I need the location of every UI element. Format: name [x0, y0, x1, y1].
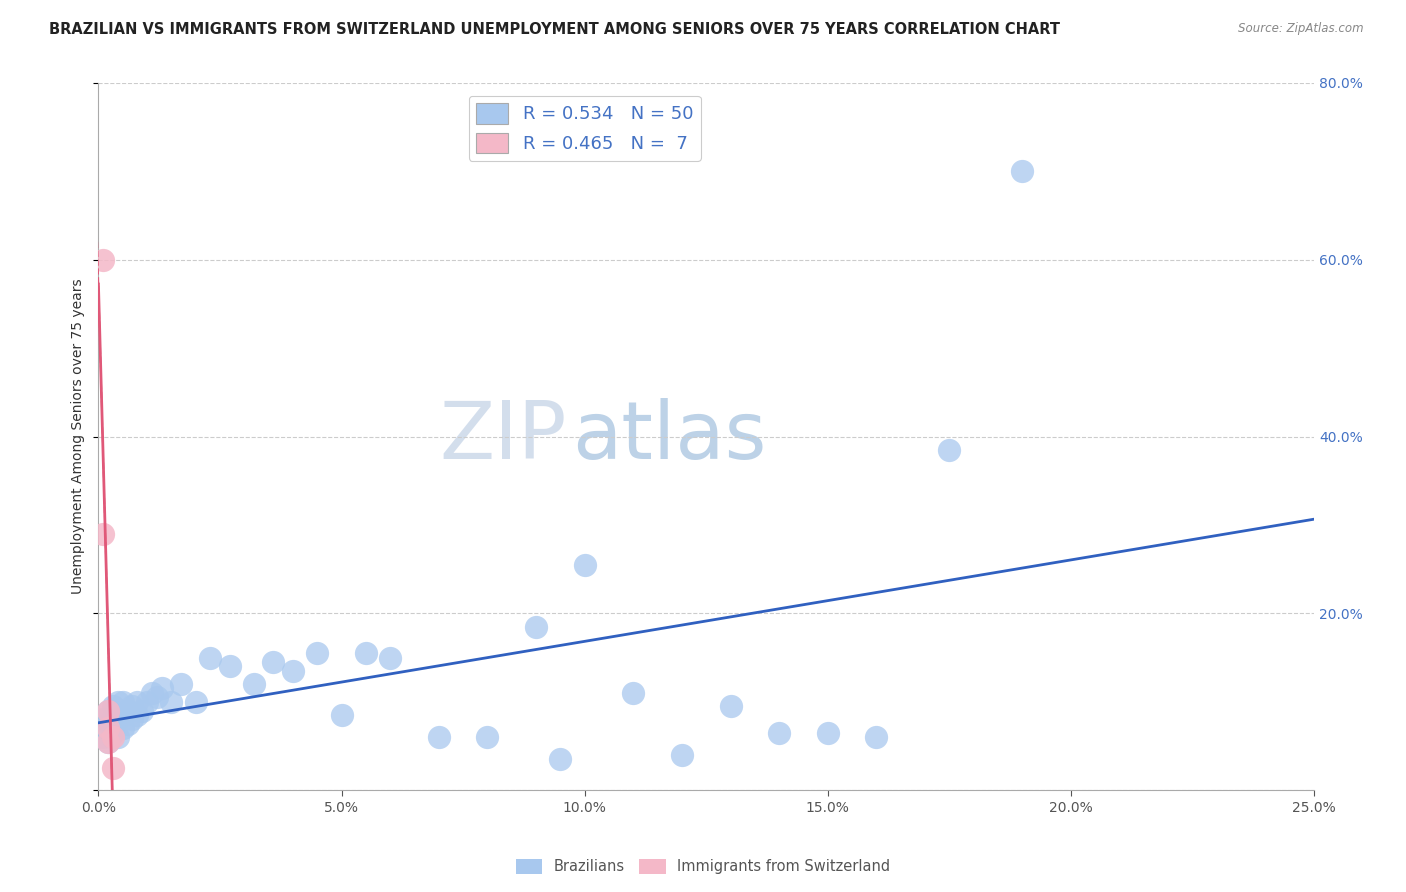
Point	[524, 619, 547, 633]
Point	[101, 761, 124, 775]
Point	[107, 695, 129, 709]
Point	[817, 725, 839, 739]
Point	[111, 721, 134, 735]
Point	[218, 659, 240, 673]
Legend: Brazilians, Immigrants from Switzerland: Brazilians, Immigrants from Switzerland	[510, 853, 896, 880]
Point	[97, 704, 120, 718]
Point	[127, 708, 149, 723]
Point	[243, 677, 266, 691]
Point	[91, 526, 114, 541]
Point	[97, 704, 120, 718]
Point	[281, 664, 304, 678]
Point	[121, 699, 143, 714]
Point	[427, 730, 450, 744]
Point	[146, 690, 169, 705]
Point	[111, 708, 134, 723]
Point	[127, 695, 149, 709]
Text: Source: ZipAtlas.com: Source: ZipAtlas.com	[1239, 22, 1364, 36]
Point	[184, 695, 207, 709]
Point	[938, 442, 960, 457]
Point	[91, 730, 114, 744]
Point	[121, 713, 143, 727]
Point	[671, 747, 693, 762]
Text: atlas: atlas	[572, 398, 766, 475]
Point	[354, 646, 377, 660]
Point	[550, 752, 572, 766]
Y-axis label: Unemployment Among Seniors over 75 years: Unemployment Among Seniors over 75 years	[72, 278, 86, 594]
Point	[101, 713, 124, 727]
Point	[150, 681, 173, 696]
Point	[141, 686, 163, 700]
Point	[170, 677, 193, 691]
Point	[768, 725, 790, 739]
Point	[97, 734, 120, 748]
Point	[380, 650, 402, 665]
Point	[477, 730, 499, 744]
Legend: R = 0.534   N = 50, R = 0.465   N =  7: R = 0.534 N = 50, R = 0.465 N = 7	[468, 95, 700, 161]
Point	[574, 558, 596, 572]
Point	[720, 699, 742, 714]
Point	[307, 646, 329, 660]
Point	[97, 716, 120, 731]
Point	[97, 721, 120, 735]
Text: BRAZILIAN VS IMMIGRANTS FROM SWITZERLAND UNEMPLOYMENT AMONG SENIORS OVER 75 YEAR: BRAZILIAN VS IMMIGRANTS FROM SWITZERLAND…	[49, 22, 1060, 37]
Point	[107, 713, 129, 727]
Point	[107, 730, 129, 744]
Point	[101, 730, 124, 744]
Point	[330, 708, 353, 723]
Point	[101, 725, 124, 739]
Point	[111, 695, 134, 709]
Point	[621, 686, 644, 700]
Point	[865, 730, 887, 744]
Point	[117, 716, 139, 731]
Point	[263, 655, 285, 669]
Point	[91, 252, 114, 267]
Point	[101, 699, 124, 714]
Text: ZIP: ZIP	[439, 398, 567, 475]
Point	[97, 734, 120, 748]
Point	[136, 695, 159, 709]
Point	[200, 650, 222, 665]
Point	[131, 704, 153, 718]
Point	[117, 704, 139, 718]
Point	[91, 713, 114, 727]
Point	[1011, 164, 1033, 178]
Point	[160, 695, 183, 709]
